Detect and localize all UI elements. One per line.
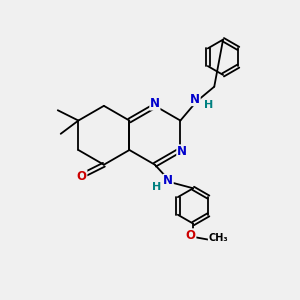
Text: N: N <box>163 174 173 188</box>
Text: H: H <box>152 182 161 192</box>
Text: O: O <box>77 170 87 183</box>
Text: H: H <box>204 100 214 110</box>
Text: N: N <box>177 145 187 158</box>
Text: O: O <box>186 229 196 242</box>
Text: N: N <box>150 97 160 110</box>
Text: CH₃: CH₃ <box>208 233 228 243</box>
Text: N: N <box>190 93 200 106</box>
